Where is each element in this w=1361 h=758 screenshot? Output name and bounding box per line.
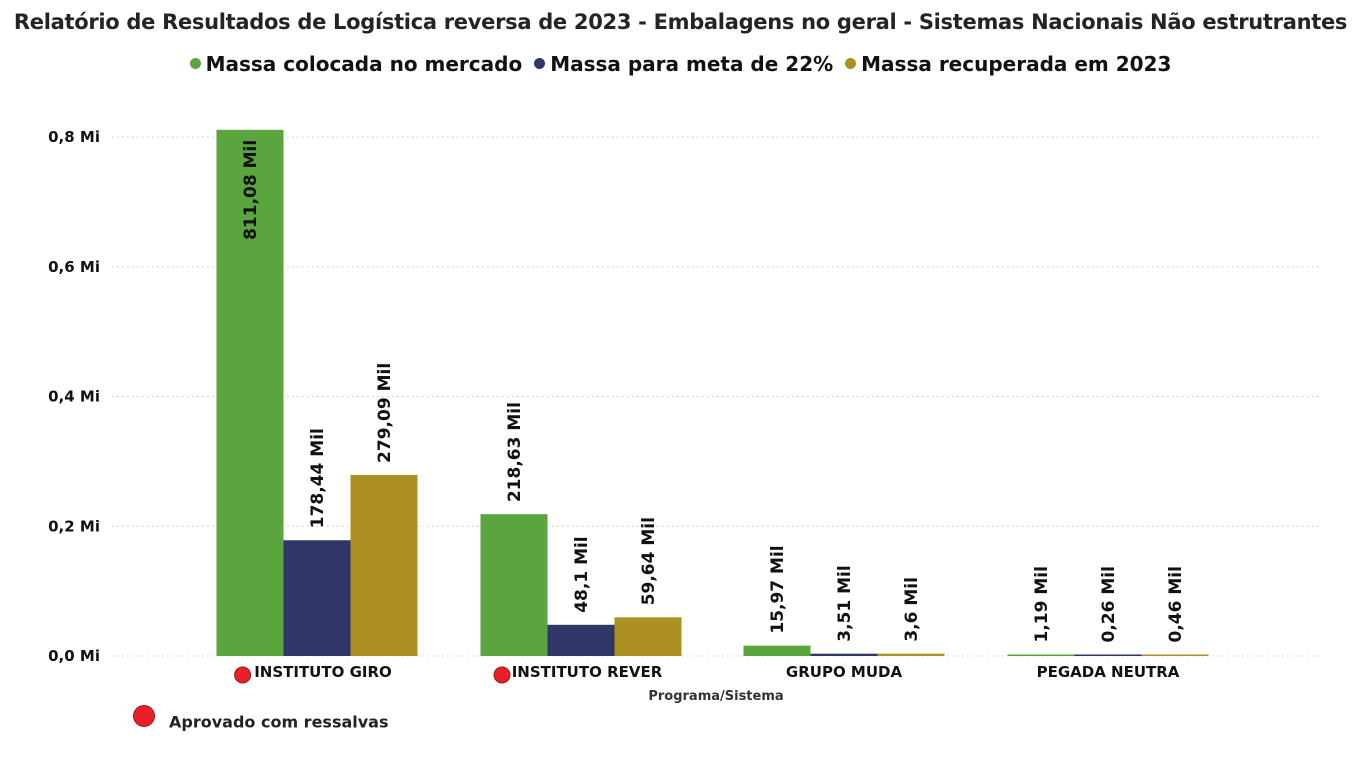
status-legend-label: Aprovado com ressalvas xyxy=(169,712,389,732)
y-tick-label: 0,0 Mi xyxy=(48,647,100,665)
y-tick-label: 0,2 Mi xyxy=(48,517,100,535)
data-label: 48,1 Mil xyxy=(572,536,592,612)
x-category-label: GRUPO MUDA xyxy=(786,663,903,681)
bar xyxy=(743,645,811,656)
bar xyxy=(216,129,284,657)
bar xyxy=(1007,654,1075,656)
chart-title: Relatório de Resultados de Logística rev… xyxy=(13,10,1348,34)
bar xyxy=(614,617,682,656)
bar xyxy=(480,514,548,656)
data-label: 0,46 Mil xyxy=(1166,566,1186,642)
y-tick-label: 0,6 Mi xyxy=(48,258,100,276)
bar xyxy=(283,540,351,656)
status-red-circle-icon xyxy=(234,666,252,684)
data-label: 279,09 Mil xyxy=(375,363,395,463)
legend-label: Massa colocada no mercado xyxy=(205,52,523,76)
legend-item: Massa para meta de 22% xyxy=(534,52,833,76)
chart-legend: Massa colocada no mercado Massa para meta… xyxy=(0,52,1361,76)
data-label: 1,19 Mil xyxy=(1032,566,1052,642)
data-label: 59,64 Mil xyxy=(639,517,659,605)
data-label: 3,51 Mil xyxy=(835,565,855,641)
status-legend: Aprovado com ressalvas xyxy=(133,705,389,733)
bar xyxy=(810,653,878,656)
legend-label: Massa recuperada em 2023 xyxy=(861,52,1172,76)
legend-item: Massa colocada no mercado xyxy=(189,52,523,76)
bar xyxy=(877,653,945,656)
x-category-label: INSTITUTO GIRO xyxy=(254,663,392,681)
y-tick-label: 0,8 Mi xyxy=(48,128,100,146)
bar xyxy=(350,474,418,656)
data-label: 811,08 Mil xyxy=(241,140,261,240)
red-circle-icon xyxy=(133,705,155,727)
status-red-circle-icon xyxy=(493,666,511,684)
legend-dot-icon xyxy=(189,58,201,69)
bar xyxy=(547,624,615,656)
legend-dot-icon xyxy=(534,58,546,69)
y-tick-label: 0,4 Mi xyxy=(48,388,100,406)
x-axis-title: Programa/Sistema xyxy=(648,689,783,704)
legend-item: Massa recuperada em 2023 xyxy=(845,52,1171,76)
legend-label: Massa para meta de 22% xyxy=(550,52,834,76)
data-label: 218,63 Mil xyxy=(505,402,525,502)
bar xyxy=(1141,654,1209,656)
data-label: 0,26 Mil xyxy=(1099,566,1119,642)
data-label: 178,44 Mil xyxy=(308,428,328,528)
legend-dot-icon xyxy=(845,58,857,69)
data-label: 15,97 Mil xyxy=(768,545,788,633)
x-category-label: INSTITUTO REVER xyxy=(512,663,663,681)
bar xyxy=(1074,654,1142,656)
x-category-label: PEGADA NEUTRA xyxy=(1037,663,1180,681)
data-label: 3,6 Mil xyxy=(902,577,922,642)
